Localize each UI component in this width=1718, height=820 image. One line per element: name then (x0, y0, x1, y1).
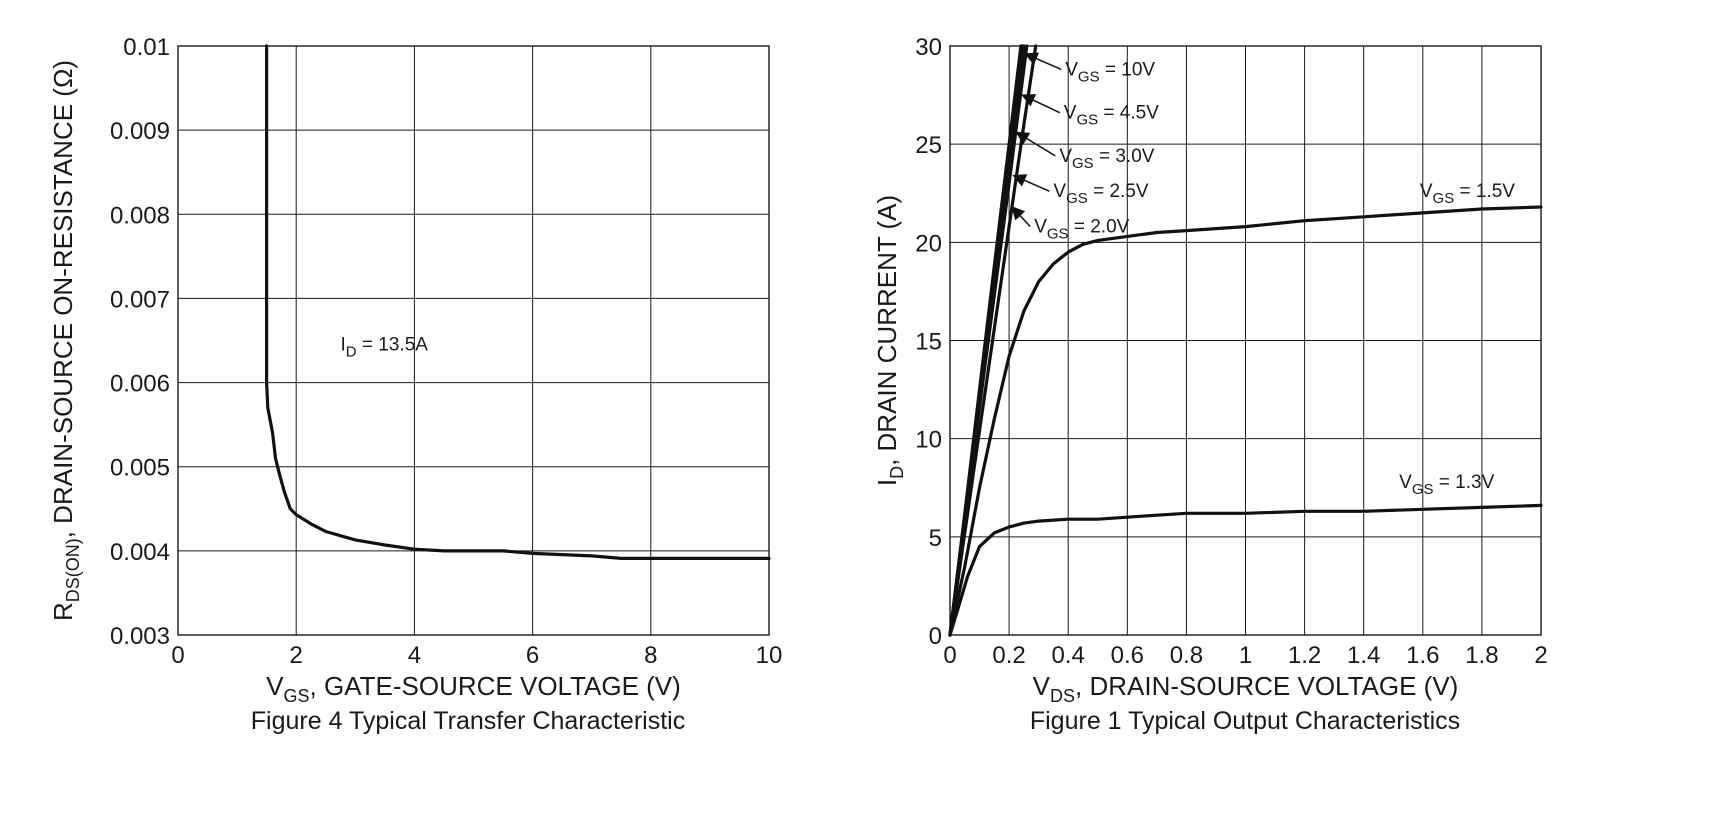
series-label: VGS = 10V (1065, 59, 1155, 85)
left-y-tick-label: 0.006 (110, 371, 170, 398)
vgs-2-0v-curve (948, 44, 1038, 637)
left-x-tick-label: 6 (526, 642, 539, 669)
series-label: VGS = 4.5V (1064, 103, 1159, 129)
series-label-arrow (1015, 131, 1056, 157)
left-plot-frame (177, 45, 770, 636)
right-x-tick-label: 1.2 (1288, 642, 1321, 669)
left-y-tick-label: 0.01 (123, 34, 170, 61)
right-x-tick-label: 0.6 (1111, 642, 1144, 669)
left-x-tick-label: 2 (290, 642, 303, 669)
left-y-tick-label: 0.004 (110, 539, 170, 566)
right-y-tick-label: 10 (915, 427, 942, 454)
right-x-tick-label: 0.2 (992, 642, 1025, 669)
left-y-tick-label: 0.005 (110, 455, 170, 482)
left-x-axis-label: VGS, GATE-SOURCE VOLTAGE (V) (266, 671, 681, 706)
right-x-tick-label: 1.8 (1465, 642, 1498, 669)
right-figure-caption: Figure 1 Typical Output Characteristics (1030, 707, 1460, 735)
right-x-tick-label: 2 (1534, 642, 1547, 669)
series-label-arrow (1012, 174, 1050, 192)
series-label-arrow (1021, 94, 1061, 114)
left-x-tick-label: 8 (644, 642, 657, 669)
left-y-tick-label: 0.008 (110, 202, 170, 229)
series-label: VGS = 3.0V (1059, 146, 1154, 172)
left-tick-labels: 0 2 4 6 8 10 0.003 0.004 0.005 0.006 0.007 0.008 0.0… (110, 34, 782, 669)
right-x-tick-label: 1.6 (1406, 642, 1439, 669)
left-curves (265, 44, 771, 560)
series-label: VGS = 1.5V (1420, 181, 1515, 207)
right-grid (949, 45, 1542, 636)
right-y-tick-label: 0 (929, 623, 942, 650)
vgs-1-5v-curve (948, 205, 1543, 637)
right-y-tick-label: 30 (915, 34, 942, 61)
right-plot-frame (949, 45, 1542, 636)
right-x-tick-label: 0 (943, 642, 956, 669)
right-x-tick-label: 0.4 (1052, 642, 1085, 669)
left-y-tick-label: 0.009 (110, 118, 170, 145)
vgs-1-3v-curve (948, 503, 1543, 637)
series-label: VGS = 2.0V (1034, 217, 1129, 243)
left-annotations: ID = 13.5A (341, 335, 429, 361)
right-x-axis-label: VDS, DRAIN-SOURCE VOLTAGE (V) (1033, 671, 1459, 706)
series-label: VGS = 2.5V (1053, 181, 1148, 207)
left-y-tick-label: 0.007 (110, 286, 170, 313)
right-x-tick-label: 0.8 (1170, 642, 1203, 669)
series-label: VGS = 1.3V (1399, 472, 1494, 498)
right-curves (948, 44, 1543, 637)
output-characteristics-chart: 0 0.2 0.4 0.6 0.8 1 1.2 1.4 1.6 1.8 2051015202530 … (872, 34, 1548, 735)
left-y-axis-label: RDS(ON), DRAIN-SOURCE ON-RESISTANCE (Ω) (48, 60, 83, 621)
right-x-tick-label: 1.4 (1347, 642, 1380, 669)
right-series-labels: VGS = 10V VGS = 4.5V VGS = 3.0V VGS = 2.5V V… (1011, 52, 1515, 498)
left-grid (177, 45, 770, 636)
left-figure-caption: Figure 4 Typical Transfer Characteristic (251, 707, 685, 735)
series-label-arrow (1024, 52, 1062, 71)
series-label-arrow (1011, 206, 1031, 228)
left-x-tick-label: 0 (171, 642, 184, 669)
right-y-tick-label: 5 (929, 525, 942, 552)
drain-current-annotation: ID = 13.5A (341, 335, 429, 361)
transfer-characteristic-chart: 0 2 4 6 8 10 0.003 0.004 0.005 0.006 0.007 0.008 0.0… (48, 34, 782, 735)
left-y-tick-label: 0.003 (110, 623, 170, 650)
right-y-tick-label: 25 (915, 132, 942, 159)
right-x-tick-label: 1 (1239, 642, 1252, 669)
right-y-axis-label: ID, DRAIN CURRENT (A) (872, 195, 907, 486)
right-y-tick-label: 20 (915, 230, 942, 257)
right-y-tick-label: 15 (915, 329, 942, 356)
left-x-tick-label: 4 (408, 642, 421, 669)
left-x-tick-label: 10 (756, 642, 783, 669)
rdson-vs-vgs-curve (265, 44, 771, 560)
